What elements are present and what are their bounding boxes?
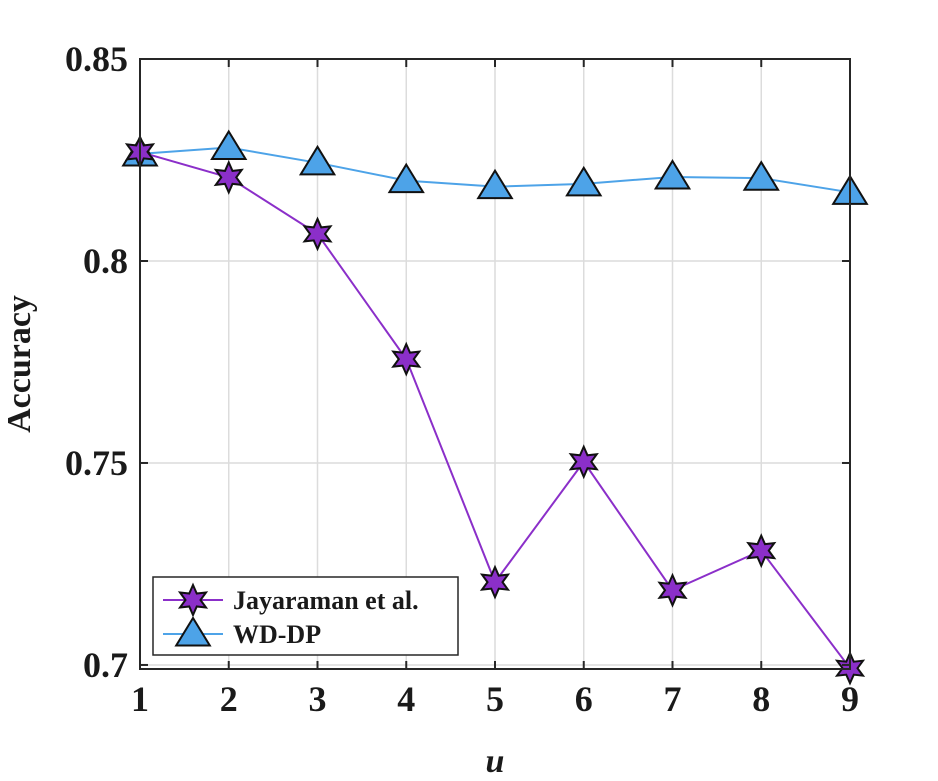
data-point-marker xyxy=(746,533,777,569)
data-point-marker xyxy=(742,160,780,191)
y-tick-labels: 0.7 0.75 0.8 0.85 xyxy=(65,39,128,685)
data-point-marker xyxy=(653,159,692,190)
tick-marks xyxy=(139,58,851,669)
x-tick-labels: 1 2 3 4 5 6 7 8 9 xyxy=(131,679,859,719)
y-tick-label: 0.7 xyxy=(83,645,128,685)
x-tick-label: 2 xyxy=(220,679,238,719)
legend-marker xyxy=(174,616,212,647)
x-tick-label: 3 xyxy=(309,679,327,719)
legend: Jayaraman et al. WD-DP xyxy=(152,576,459,656)
x-tick-label: 9 xyxy=(841,679,859,719)
y-tick-label: 0.8 xyxy=(83,241,128,281)
data-point-marker xyxy=(298,144,337,176)
x-tick-label: 6 xyxy=(575,679,593,719)
y-tick-label: 0.75 xyxy=(65,443,128,483)
data-point-marker xyxy=(479,564,511,600)
data-point-marker xyxy=(568,444,599,480)
x-axis-label: u xyxy=(486,743,505,780)
data-point-marker xyxy=(391,341,422,377)
data-point-marker xyxy=(210,129,248,160)
x-tick-label: 1 xyxy=(131,679,149,719)
data-point-marker xyxy=(476,168,514,200)
data-point-marker xyxy=(302,216,333,252)
data-point-marker xyxy=(657,572,688,608)
x-tick-label: 4 xyxy=(397,679,415,719)
legend-entry-label: WD-DP xyxy=(233,620,321,649)
data-point-marker xyxy=(213,159,244,195)
legend-marker xyxy=(177,582,209,618)
x-tick-label: 8 xyxy=(752,679,770,719)
y-axis-label: Accuracy xyxy=(1,295,38,433)
data-point-marker xyxy=(565,165,603,197)
y-tick-label: 0.85 xyxy=(65,39,128,79)
data-point-marker xyxy=(387,162,425,194)
legend-entry-label: Jayaraman et al. xyxy=(233,586,419,615)
x-tick-label: 7 xyxy=(664,679,682,719)
x-tick-label: 5 xyxy=(486,679,504,719)
